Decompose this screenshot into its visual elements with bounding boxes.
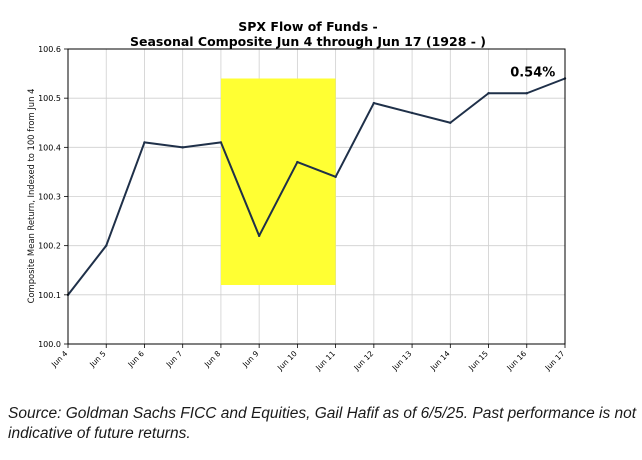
chart-title: SPX Flow of Funds - bbox=[238, 19, 377, 34]
y-tick-label: 100.2 bbox=[38, 242, 61, 251]
x-tick-label: Jun 15 bbox=[466, 349, 490, 373]
x-tick-label: Jun 12 bbox=[351, 349, 375, 373]
x-tick-label: Jun 11 bbox=[313, 349, 337, 373]
end-value-label: 0.54% bbox=[510, 66, 555, 81]
data-point bbox=[143, 141, 146, 144]
data-point bbox=[296, 160, 299, 164]
data-point bbox=[219, 141, 223, 144]
data-point bbox=[372, 101, 376, 105]
data-point bbox=[105, 244, 108, 247]
y-tick-label: 100.4 bbox=[38, 143, 61, 152]
data-point bbox=[334, 175, 337, 179]
data-point bbox=[181, 146, 184, 149]
x-tick-label: Jun 8 bbox=[202, 349, 223, 370]
x-tick-label: Jun 7 bbox=[164, 349, 185, 370]
x-tick-label: Jun 17 bbox=[543, 349, 567, 373]
y-axis: 100.0 100.1 100.2 100.3 100.4 100.5 100.6 bbox=[38, 45, 68, 349]
y-tick-label: 100.0 bbox=[38, 340, 61, 349]
y-tick-label: 100.3 bbox=[38, 193, 61, 202]
y-axis-label: Composite Mean Return, Indexed to 100 fr… bbox=[26, 89, 36, 304]
x-tick-label: Jun 6 bbox=[125, 349, 146, 370]
x-axis: Jun 4 Jun 5 Jun 6 Jun 7 Jun 8 Jun 9 Jun 10 Jun … bbox=[49, 344, 567, 373]
x-tick-label: Jun 14 bbox=[428, 349, 452, 373]
x-tick-label: Jun 5 bbox=[87, 349, 108, 370]
y-tick-label: 100.5 bbox=[38, 94, 61, 103]
data-point bbox=[449, 121, 452, 124]
data-point bbox=[257, 234, 261, 238]
data-point bbox=[525, 92, 528, 95]
y-tick-label: 100.1 bbox=[38, 291, 61, 300]
x-tick-label: Jun 9 bbox=[240, 349, 261, 370]
data-point bbox=[487, 92, 490, 95]
plot-area bbox=[66, 77, 567, 297]
data-point bbox=[410, 111, 414, 115]
x-tick-label: Jun 13 bbox=[390, 349, 414, 373]
chart: SPX Flow of Funds - Seasonal Composite J… bbox=[26, 19, 567, 373]
y-tick-label: 100.6 bbox=[38, 45, 61, 54]
x-tick-label: Jun 16 bbox=[504, 349, 528, 373]
series-line bbox=[67, 77, 566, 296]
x-tick-label: Jun 4 bbox=[49, 349, 70, 370]
source-note: Source: Goldman Sachs FICC and Equities,… bbox=[8, 405, 637, 442]
highlight-box bbox=[220, 78, 336, 285]
chart-subtitle: Seasonal Composite Jun 4 through Jun 17 … bbox=[130, 34, 486, 49]
x-tick-label: Jun 10 bbox=[275, 349, 299, 373]
